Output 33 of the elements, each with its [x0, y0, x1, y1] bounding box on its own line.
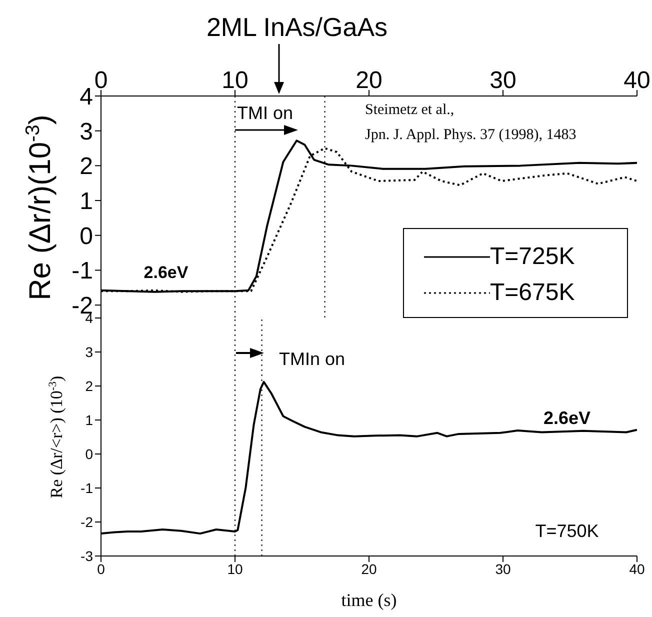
y-tick-label: -2 [80, 514, 94, 530]
x-tick-label: 0 [97, 560, 106, 577]
x-tick-label: 30 [490, 67, 516, 94]
y-tick-label: -3 [80, 548, 94, 564]
annotation: 2.6eV [144, 262, 188, 282]
y-tick-label: -1 [72, 258, 93, 285]
annotation: TMIn on [278, 349, 346, 371]
text: 2ML InAs/GaAs [205, 12, 389, 44]
y-tick-label: -1 [80, 480, 94, 496]
x-tick-label: 20 [361, 560, 377, 577]
x-tick-label: 30 [495, 560, 511, 577]
y-tick-label: 1 [85, 412, 94, 428]
x-tick-label: 40 [629, 560, 645, 577]
y-tick-label: 0 [80, 222, 93, 250]
annotation: Jpn. J. Appl. Phys. 37 (1998), 1483 [365, 126, 578, 144]
y-tick-label: 2 [85, 378, 94, 394]
annotation: Steimetz et al., [365, 101, 456, 119]
legend-label: T=675K [490, 279, 575, 307]
x-tick-label: 40 [624, 67, 650, 94]
y-tick-label: 4 [80, 84, 93, 111]
legend-label: T=725K [490, 243, 575, 271]
y-tick-label: 0 [85, 446, 94, 462]
y-tick-label: 2 [80, 153, 93, 180]
annotation: 2.6eV [542, 408, 592, 430]
y-tick-label: 3 [85, 344, 94, 360]
x-tick-label: 20 [356, 67, 382, 94]
x-axis-title: time (s) [341, 590, 397, 610]
annotation: TMI on [236, 103, 293, 124]
x-tick-label: 10 [227, 560, 243, 577]
x-tick-label: 10 [222, 67, 248, 94]
y-tick-label: 1 [80, 188, 93, 216]
annotation: T=750K [534, 521, 600, 543]
y-tick-label: 3 [80, 118, 93, 146]
